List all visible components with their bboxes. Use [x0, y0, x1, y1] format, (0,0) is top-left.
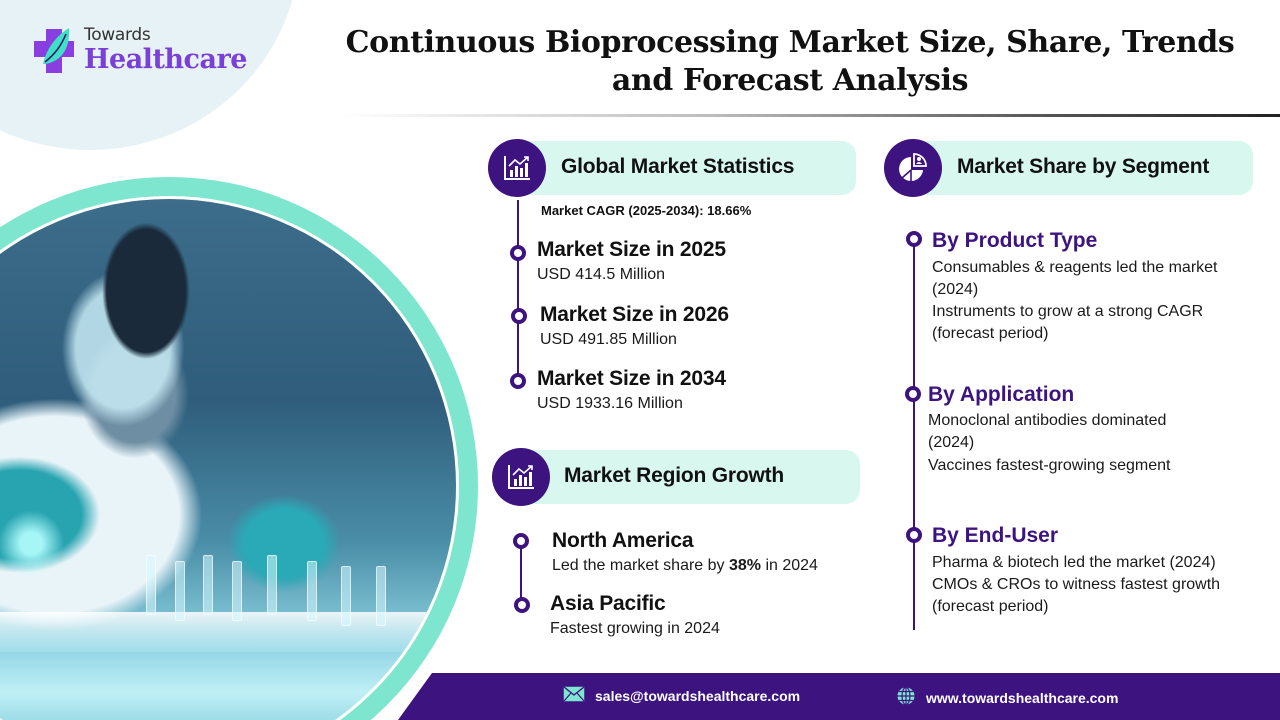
timeline-dot — [906, 527, 922, 543]
segment-heading: Market Share by Segment — [957, 155, 1210, 178]
vial — [341, 566, 352, 627]
timeline-dot — [906, 231, 922, 247]
region-asia-pacific-desc: Fastest growing in 2024 — [550, 620, 720, 637]
website-link[interactable]: www.towardshealthcare.com — [926, 689, 1119, 706]
email-link[interactable]: sales@towardshealthcare.com — [595, 687, 801, 704]
market-size-2026-label: Market Size in 2026 — [540, 303, 729, 326]
header-pill — [520, 450, 860, 504]
timeline-dot — [905, 386, 921, 402]
segment-line: Consumables & reagents led the market — [932, 259, 1218, 276]
market-size-2026-value: USD 491.85 Million — [540, 331, 677, 348]
page-title: Continuous Bioprocessing Market Size, Sh… — [330, 24, 1250, 100]
segment-line: Instruments to grow at a strong CAGR — [932, 303, 1204, 320]
market-size-2034-value: USD 1933.16 Million — [537, 395, 683, 412]
timeline-dot — [514, 597, 530, 613]
timeline-dot — [511, 308, 527, 324]
market-size-2034-label: Market Size in 2034 — [537, 367, 726, 390]
vial — [306, 560, 317, 621]
region-growth-heading: Market Region Growth — [564, 464, 785, 487]
globe-icon — [896, 686, 916, 709]
envelope-icon — [563, 686, 585, 705]
segment-line: (2024) — [928, 434, 975, 451]
lab-bench — [0, 612, 456, 653]
market-cagr: Market CAGR (2025-2034): 18.66% — [541, 203, 752, 218]
market-size-2025-label: Market Size in 2025 — [537, 238, 726, 261]
segment-line: (2024) — [932, 281, 979, 298]
segment-line: (forecast period) — [932, 598, 1049, 615]
timeline-dot — [513, 533, 529, 549]
footer-bar — [398, 673, 1280, 720]
segment-product-type: By Product Type — [932, 229, 1098, 252]
region-timeline-line — [520, 541, 522, 605]
bar-chart-growth-icon — [488, 139, 546, 197]
timeline-dot — [510, 245, 526, 261]
logo-text-healthcare: Healthcare — [84, 44, 247, 75]
segment-application: By Application — [928, 383, 1075, 406]
title-line-2: and Forecast Analysis — [611, 63, 969, 98]
logo-text-towards: Towards — [84, 25, 151, 45]
medical-cross-leaf-icon — [33, 24, 79, 76]
region-north-america: North America — [552, 529, 694, 552]
global-stats-header: Global Market Statistics — [488, 139, 858, 197]
segment-line: Pharma & biotech led the market (2024) — [932, 554, 1216, 571]
header-pill — [912, 141, 1253, 195]
header-pill — [516, 141, 856, 195]
region-asia-pacific: Asia Pacific — [550, 592, 666, 615]
region-growth-header: Market Region Growth — [492, 448, 862, 506]
vial — [146, 554, 157, 615]
region-north-america-desc: Led the market share by 38% in 2024 — [552, 557, 818, 574]
vial — [266, 554, 277, 615]
brand-logo: Towards Healthcare — [33, 24, 247, 76]
segment-header: Market Share by Segment — [884, 139, 1254, 197]
bar-chart-growth-icon — [492, 448, 550, 506]
vial — [174, 560, 185, 621]
segment-line: CMOs & CROs to witness fastest growth — [932, 576, 1221, 593]
segment-line: Monoclonal antibodies dominated — [928, 412, 1167, 429]
vial — [232, 560, 243, 621]
stats-timeline-line — [517, 200, 519, 382]
vial — [375, 566, 386, 627]
segment-line: Vaccines fastest-growing segment — [928, 457, 1171, 474]
global-stats-heading: Global Market Statistics — [561, 155, 795, 178]
segment-timeline-line — [913, 240, 915, 630]
title-divider — [340, 114, 1280, 117]
title-line-1: Continuous Bioprocessing Market Size, Sh… — [345, 25, 1235, 60]
segment-end-user: By End-User — [932, 524, 1059, 547]
footer-email[interactable]: sales@towardshealthcare.com — [563, 686, 800, 705]
segment-line: (forecast period) — [932, 325, 1049, 342]
footer-website[interactable]: www.towardshealthcare.com — [896, 686, 1118, 709]
vial — [203, 554, 214, 615]
market-size-2025-value: USD 414.5 Million — [537, 266, 666, 283]
timeline-dot — [510, 373, 526, 389]
north-america-share: 38% — [728, 557, 762, 574]
pie-chart-user-icon — [884, 139, 942, 197]
